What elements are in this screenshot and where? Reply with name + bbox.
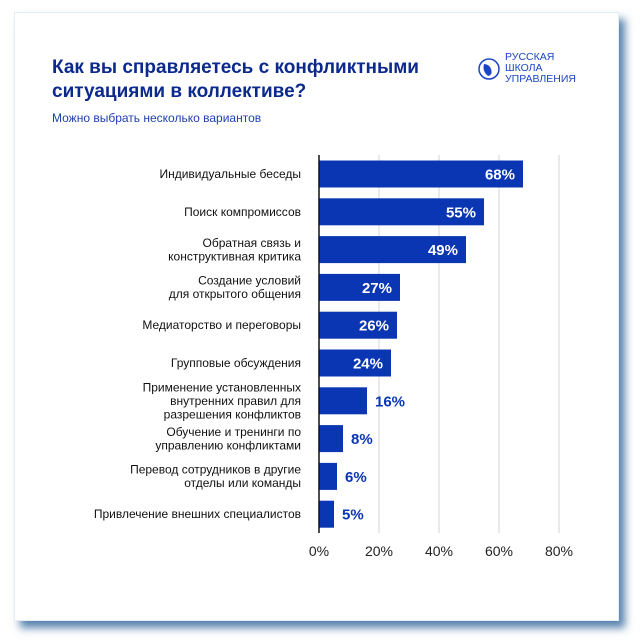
chart-title: Как вы справляетесь с конфликтными ситуа… (52, 57, 419, 102)
data-label: 27% (362, 280, 392, 297)
chart-subtitle: Можно выбрать несколько вариантов (52, 111, 262, 125)
category-label: управлению конфликтами (155, 438, 301, 452)
data-label: 24% (353, 356, 383, 373)
bar (319, 160, 523, 188)
category-label: Индивидуальные беседы (159, 167, 301, 181)
bar (319, 462, 337, 490)
bar (319, 425, 343, 453)
logo-text: РУССКАЯ ШКОЛА УПРАВЛЕНИЯ (505, 52, 576, 85)
x-tick-label: 40% (425, 543, 453, 559)
bar (319, 387, 367, 415)
bar (319, 273, 400, 301)
logo-line: ШКОЛА (505, 62, 543, 74)
logo-line: УПРАВЛЕНИЯ (505, 73, 577, 85)
data-label: 5% (342, 507, 364, 524)
category-label: Перевод сотрудников в другие (130, 463, 301, 477)
x-tick-label: 20% (365, 543, 393, 559)
data-label: 68% (485, 167, 515, 184)
data-label: 26% (359, 318, 389, 335)
bar (319, 349, 391, 377)
category-label: Обучение и тренинги по (166, 425, 301, 439)
category-label: Создание условий (198, 274, 301, 288)
data-label: 6% (345, 469, 367, 486)
x-tick-label: 0% (309, 543, 329, 559)
bar (319, 311, 397, 339)
bar (319, 236, 466, 264)
data-label: 8% (351, 431, 373, 448)
logo: РУССКАЯ ШКОЛА УПРАВЛЕНИЯ (478, 52, 576, 85)
category-label: внутренних правил для (170, 394, 301, 408)
logo-emblem-icon (478, 57, 500, 80)
bar (319, 198, 484, 226)
data-label: 49% (428, 242, 458, 259)
category-label: отделы или команды (184, 476, 301, 490)
category-label: разрешения конфликтов (164, 407, 301, 421)
data-label: 16% (375, 393, 405, 410)
category-label: Применение установленных (143, 380, 301, 394)
bar (319, 500, 334, 528)
logo-line: РУССКАЯ (505, 51, 555, 63)
category-label: Привлечение внешних специалистов (94, 507, 301, 521)
category-label: Групповые обсуждения (171, 356, 301, 370)
x-tick-label: 80% (545, 543, 573, 559)
category-label: Медиаторство и переговоры (142, 318, 301, 332)
category-label: для открытого общения (169, 287, 301, 301)
x-tick-label: 60% (485, 543, 513, 559)
card (14, 12, 619, 621)
category-label: конструктивная критика (168, 249, 301, 263)
category-label: Обратная связь и (203, 236, 301, 250)
category-label: Поиск компромиссов (184, 205, 301, 219)
data-label: 55% (446, 204, 476, 221)
